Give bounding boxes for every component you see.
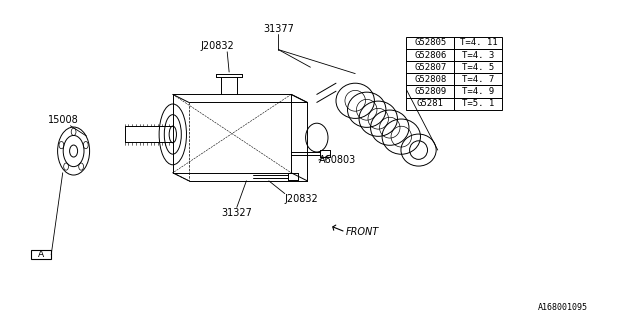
Text: J20832: J20832 (285, 194, 319, 204)
Text: 15008: 15008 (48, 115, 79, 125)
Bar (406, 73, 454, 85)
Bar (454, 61, 502, 73)
Bar (31, 250, 51, 259)
Text: A60803: A60803 (319, 155, 356, 165)
Text: 31327: 31327 (221, 208, 252, 218)
Text: A168001095: A168001095 (538, 303, 588, 312)
Text: FRONT: FRONT (346, 227, 379, 237)
Text: G52805: G52805 (414, 38, 447, 47)
Bar (406, 61, 454, 73)
Text: T=4. 5: T=4. 5 (462, 63, 495, 72)
Bar (454, 37, 502, 49)
Bar (406, 98, 454, 110)
Text: G52806: G52806 (414, 51, 447, 60)
Text: T=4. 9: T=4. 9 (462, 87, 495, 96)
Bar (454, 85, 502, 98)
Text: G5281: G5281 (417, 99, 444, 108)
Bar (406, 49, 454, 61)
Text: J20832: J20832 (201, 41, 234, 51)
Bar (454, 73, 502, 85)
Text: A: A (38, 250, 44, 259)
Text: T=4. 11: T=4. 11 (460, 38, 497, 47)
Bar (406, 37, 454, 49)
Text: 31377: 31377 (263, 24, 294, 34)
Text: T=4. 3: T=4. 3 (462, 51, 495, 60)
Text: G52808: G52808 (414, 75, 447, 84)
Bar (454, 98, 502, 110)
Text: G52809: G52809 (414, 87, 447, 96)
Text: T=5. 1: T=5. 1 (462, 99, 495, 108)
Bar (406, 85, 454, 98)
Bar (454, 49, 502, 61)
Text: G52807: G52807 (414, 63, 447, 72)
Text: T=4. 7: T=4. 7 (462, 75, 495, 84)
